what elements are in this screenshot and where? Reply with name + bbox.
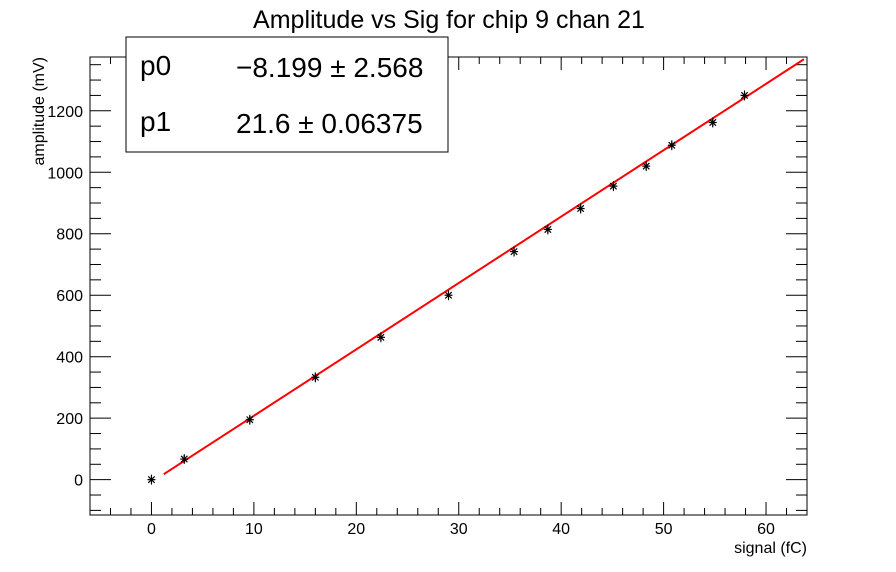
fit-line-group [163, 58, 805, 476]
x-tick-label: 0 [147, 521, 156, 538]
data-point [667, 140, 676, 151]
data-point [376, 332, 385, 343]
data-point [740, 90, 749, 101]
data-point [444, 290, 453, 301]
stat-p1-name: p1 [140, 106, 171, 137]
stat-p1-value: 21.6 ± 0.06375 [236, 108, 423, 139]
data-point [543, 224, 552, 235]
data-point [147, 474, 156, 485]
x-tick-label: 20 [347, 521, 365, 538]
stat-p0-value: −8.199 ± 2.568 [236, 52, 423, 83]
stat-p0-name: p0 [140, 50, 171, 81]
data-point [245, 414, 254, 425]
data-point [609, 181, 618, 192]
x-tick-label: 10 [245, 521, 263, 538]
stats-box-frame [125, 36, 449, 153]
y-tick-label: 1200 [47, 104, 83, 121]
y-tick-label: 200 [56, 411, 83, 428]
data-point [180, 454, 189, 465]
x-tick-label: 30 [450, 521, 468, 538]
y-axis-title: amplitude (mV) [31, 57, 48, 165]
y-tick-label: 600 [56, 288, 83, 305]
fit-line [163, 58, 805, 476]
x-axis-title: signal (fC) [734, 540, 807, 557]
data-points [147, 90, 749, 485]
data-point [576, 203, 585, 214]
chart-title: Amplitude vs Sig for chip 9 chan 21 [253, 6, 645, 34]
y-tick-label: 800 [56, 227, 83, 244]
y-tick-label: 1000 [47, 165, 83, 182]
x-tick-label: 40 [552, 521, 570, 538]
data-point [510, 246, 519, 257]
fit-stats-box: p0 −8.199 ± 2.568 p1 21.6 ± 0.06375 [125, 36, 449, 153]
x-tick-label: 50 [655, 521, 673, 538]
data-point [708, 117, 717, 128]
data-point [311, 372, 320, 383]
y-tick-label: 0 [74, 473, 83, 490]
x-tick-label: 60 [757, 521, 775, 538]
data-point [642, 161, 651, 172]
y-tick-label: 400 [56, 350, 83, 367]
